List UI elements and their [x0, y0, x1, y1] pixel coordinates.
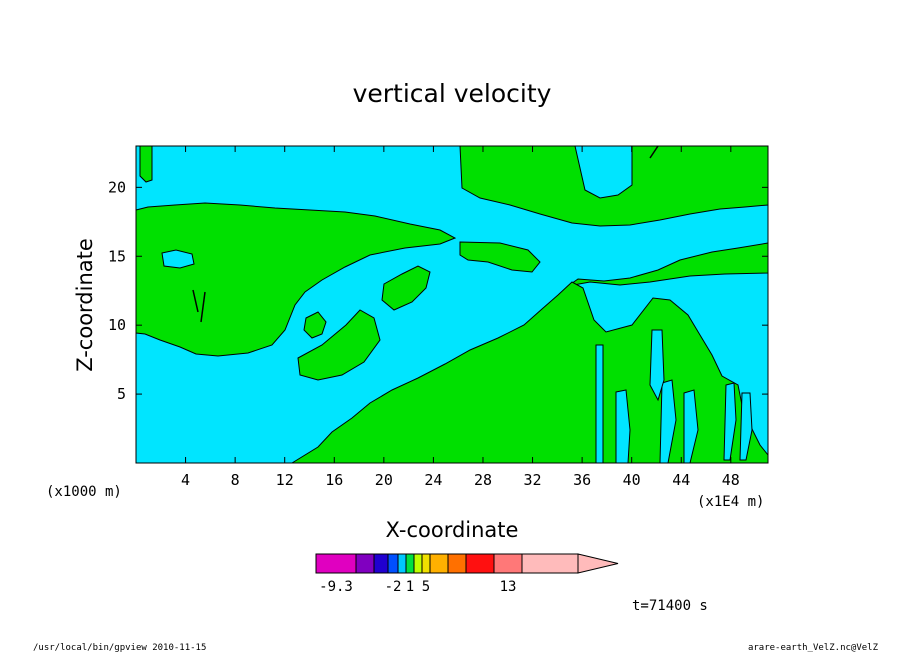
lower-mid-blob	[297, 309, 381, 381]
y-axis: 5 10 15 20	[108, 178, 768, 403]
colorbar-swatch	[413, 553, 423, 574]
x-tick-label: 36	[573, 471, 591, 489]
x-tick-label: 40	[623, 471, 641, 489]
x-tick-label: 16	[325, 471, 343, 489]
colorbar-swatch	[421, 553, 431, 574]
colorbar-swatch	[315, 553, 357, 574]
time-annotation: t=71400 s	[632, 598, 708, 614]
updraft-line-2	[200, 291, 206, 323]
mid-blob	[459, 241, 541, 273]
colorbar-swatch	[397, 553, 407, 574]
cell-3	[595, 344, 604, 464]
x-tick-label: 32	[524, 471, 542, 489]
upper-left-plume	[135, 202, 457, 357]
y-tick-label: 5	[117, 385, 126, 403]
small-blob	[381, 265, 431, 311]
y-tick-label: 20	[108, 178, 126, 196]
cell-9	[649, 329, 665, 402]
updraft-line-3	[649, 145, 659, 159]
cell-4	[615, 389, 631, 464]
colorbar-swatch	[355, 553, 375, 574]
colorbar-swatch	[493, 553, 523, 574]
colorbar-tick-label: 13	[500, 579, 517, 595]
colorbar: -9.3 -2 1 5 13	[315, 553, 619, 595]
cell-2	[161, 249, 195, 269]
colorbar-swatch	[429, 553, 449, 574]
chart-title: vertical velocity	[353, 79, 552, 108]
updraft-lines	[192, 145, 659, 323]
y-tick-label: 10	[108, 316, 126, 334]
y-tick-label: 15	[108, 247, 126, 265]
x-tick-label: 24	[424, 471, 442, 489]
footer-right: arare-earth_VelZ.nc@VelZ	[747, 643, 878, 653]
x-tick-label: 20	[375, 471, 393, 489]
colorbar-swatch	[387, 553, 399, 574]
small-blob-left	[303, 311, 327, 339]
colorbar-tick-label: 5	[422, 579, 430, 595]
x-tick-label: 4	[181, 471, 190, 489]
x-tick-label: 28	[474, 471, 492, 489]
updraft-line-1	[192, 289, 199, 313]
x-unit-right: (x1E4 m)	[697, 494, 764, 510]
colorbar-swatch	[465, 553, 495, 574]
colorbar-tick-label: -2	[385, 579, 402, 595]
x-tick-label: 12	[276, 471, 294, 489]
y-axis-label: Z-coordinate	[73, 238, 97, 372]
cell-8	[739, 392, 753, 461]
colorbar-swatch	[373, 553, 389, 574]
x-tick-label: 44	[672, 471, 690, 489]
colorbar-swatch	[405, 553, 415, 574]
plot-area	[135, 145, 769, 464]
x-unit-left: (x1000 m)	[46, 484, 122, 500]
top-left-patch	[139, 145, 153, 183]
plot-frame	[135, 145, 769, 464]
cell-7	[723, 382, 737, 461]
downward-cells	[161, 145, 753, 464]
footer-left: /usr/local/bin/gpview 2010-11-15	[33, 643, 207, 653]
x-axis: 4 8 12 16 20 24 28 32 36 40 44 48	[181, 146, 740, 489]
colorbar-tick-label: -9.3	[319, 579, 353, 595]
colorbar-tick-label: 1	[406, 579, 414, 595]
colorbar-extension-arrow	[577, 553, 619, 574]
cell-5	[659, 379, 677, 464]
x-tick-label: 48	[722, 471, 740, 489]
x-tick-label: 8	[231, 471, 240, 489]
colorbar-swatch	[521, 553, 579, 574]
colorbar-swatch	[447, 553, 467, 574]
x-axis-label: X-coordinate	[386, 518, 519, 542]
cell-6	[683, 389, 699, 464]
